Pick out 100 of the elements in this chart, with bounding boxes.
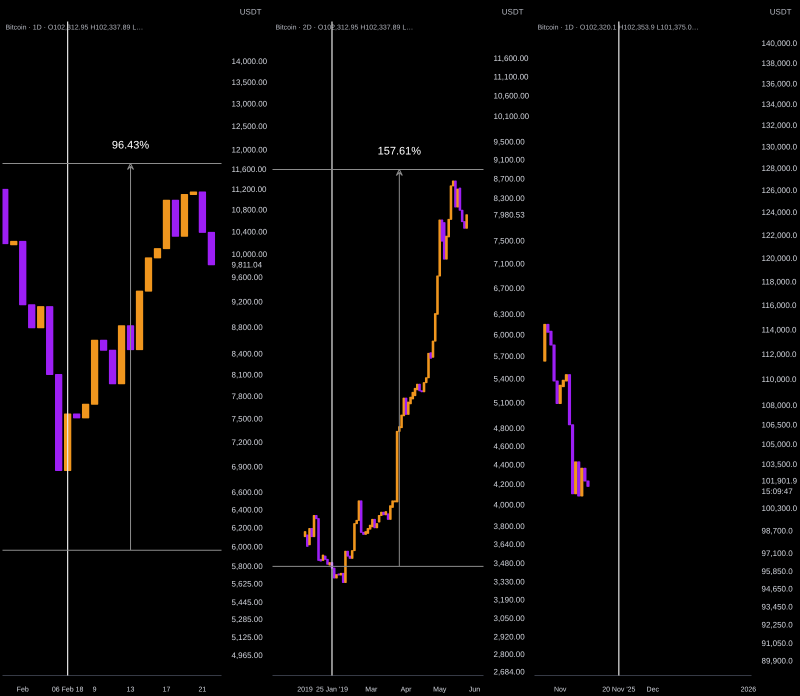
y-tick-label: 6,000.00: [494, 330, 526, 340]
y-tick-label: 2,684.00: [494, 668, 526, 677]
y-tick-label: 5,100.00: [494, 398, 526, 408]
y-tick-label: 92,250.0: [762, 620, 794, 630]
y-tick-label: 8,800.00: [232, 323, 264, 332]
y-tick-label: 11,200.00: [232, 184, 268, 194]
y-tick-label: 8,100.00: [232, 370, 264, 380]
y-tick-label: 3,190.00: [494, 595, 526, 604]
y-tick-label: 7,500.00: [232, 414, 264, 424]
candlestick: [342, 572, 344, 584]
y-tick-label: 9,600.00: [232, 273, 264, 282]
y-tick-label: 116,000.0: [762, 301, 798, 310]
y-tick-label: 2,920.00: [494, 632, 526, 642]
candlestick: [456, 188, 459, 208]
y-tick-label: 128,000.0: [762, 164, 798, 173]
y-tick-label: 4,400.00: [494, 460, 526, 470]
candlestick: [100, 340, 108, 351]
y-tick-label: 91,050.0: [762, 638, 794, 648]
y-tick-label: 4,965.00: [232, 650, 264, 660]
y-tick-label: 10,600.00: [494, 92, 530, 101]
y-tick-label: 7,800.00: [232, 392, 264, 402]
y-tick-label: 126,000.0: [762, 186, 798, 195]
y-tick-label: 10,000.00: [232, 250, 268, 259]
y-tick-label: 5,445.00: [232, 598, 264, 608]
y-tick-label: 108,000.0: [762, 400, 798, 410]
candlestick: [358, 500, 360, 521]
y-tick-label: 134,000.0: [762, 100, 798, 110]
y-tick-label: 13,500.00: [232, 78, 268, 87]
y-tick-label: 4,600.00: [494, 442, 526, 451]
y-tick-label: 9,100.00: [494, 156, 526, 165]
y-tick-label: 132,000.0: [762, 121, 798, 130]
y-tick-label: 4,200.00: [494, 480, 526, 489]
y-tick-label: 11,100.00: [494, 72, 530, 82]
y-axis-title: USDT: [240, 8, 262, 16]
y-tick-label: 11,600.00: [494, 54, 530, 63]
y-tick-label: 8,400.00: [232, 350, 264, 359]
y-tick-label: 94,650.0: [762, 584, 794, 594]
y-tick-label: 7,100.00: [494, 260, 526, 269]
y-tick-label: 10,400.00: [232, 227, 268, 236]
candlestick: [404, 398, 408, 415]
y-tick-label: 8,700.00: [494, 174, 526, 184]
y-tick-label: 103,500.0: [762, 460, 798, 470]
y-tick-label: 130,000.0: [762, 142, 798, 152]
y-tick-label: 138,000.0: [762, 59, 798, 68]
y-tick-label: 98,700.0: [762, 526, 794, 536]
y-tick-label: 10,100.00: [494, 112, 530, 121]
y-tick-label: 8,300.00: [494, 194, 526, 204]
y-tick-label: 14,000.00: [232, 57, 268, 66]
y-tick-label: 5,700.00: [494, 352, 526, 361]
y-tick-label: 7,500.00: [494, 236, 526, 246]
y-tick-label: 140,000.0: [762, 39, 798, 48]
y-tick-label: 5,800.00: [232, 562, 264, 571]
y-tick-label: 6,900.00: [232, 462, 264, 472]
candlestick: [308, 528, 311, 546]
annotation: 157.61%: [378, 146, 422, 158]
y-tick-label: 122,000.0: [762, 230, 798, 240]
y-tick-label: 105,000.0: [762, 440, 798, 450]
candlestick: [82, 404, 90, 418]
y-tick-label: 7,200.00: [232, 438, 264, 448]
candlestick: [306, 534, 309, 547]
y-tick-label: 95,850.0: [762, 567, 794, 576]
y-tick-label: 114,000.0: [762, 325, 798, 334]
y-tick-label: 3,050.00: [494, 614, 526, 624]
y-tick-label: 11,600.00: [232, 164, 268, 174]
y-tick-label: 6,200.00: [232, 524, 264, 533]
candlestick: [154, 248, 162, 258]
annotation: 96.43%: [112, 140, 150, 152]
y-tick-label: 4,800.00: [494, 424, 526, 433]
y-tick-label: 7,980.53: [494, 210, 526, 220]
y-tick-label: 4,000.00: [494, 500, 526, 510]
y-tick-label: 124,000.0: [762, 208, 798, 218]
y-tick-label: 5,400.00: [494, 374, 526, 384]
y-axis-title: USDT: [502, 8, 524, 16]
y-tick-label: 6,600.00: [232, 488, 264, 497]
y-tick-label: 118,000.0: [762, 277, 798, 286]
y-tick-label: 6,700.00: [494, 284, 526, 294]
y-tick-label: 110,000.0: [762, 375, 798, 384]
y-tick-label: 2,800.00: [494, 650, 526, 659]
y-tick-label: 100,300.0: [762, 504, 798, 513]
y-axis-title: USDT: [770, 8, 792, 16]
y-tick-label: 112,000.0: [762, 350, 798, 360]
y-tick-label: 97,100.0: [762, 549, 794, 558]
y-tick-label: 5,125.00: [232, 632, 264, 642]
y-tick-label: 6,300.00: [494, 310, 526, 319]
y-tick-label: 3,330.00: [494, 577, 526, 586]
y-tick-label: 12,500.00: [232, 122, 268, 131]
y-tick-label: 10,800.00: [232, 206, 268, 215]
y-tick-label: 3,800.00: [494, 522, 526, 531]
y-tick-label: 9,200.00: [232, 298, 264, 307]
y-tick-label: 6,000.00: [232, 542, 264, 552]
candlestick: [37, 306, 44, 328]
y-tick-label: 3,640.00: [494, 540, 526, 549]
y-tick-label: 101,901.9 15:09:47: [762, 476, 798, 496]
candlestick: [312, 514, 316, 538]
y-tick-label: 89,900.0: [762, 656, 794, 666]
y-tick-label: 5,285.00: [232, 615, 264, 624]
y-tick-label: 93,450.0: [762, 602, 794, 612]
y-tick-label: 5,625.00: [232, 579, 264, 588]
y-tick-label: 120,000.0: [762, 254, 798, 263]
y-tick-label: 6,400.00: [232, 505, 264, 514]
